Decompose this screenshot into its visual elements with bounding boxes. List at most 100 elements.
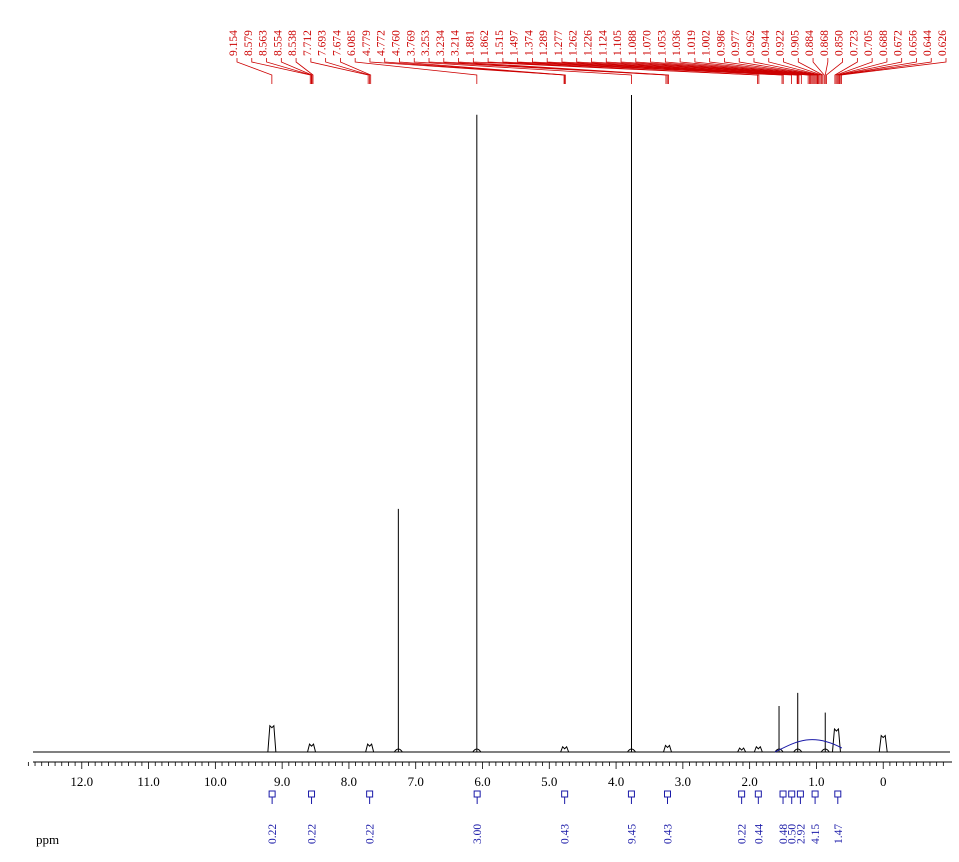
- integral-value: 4.15: [810, 824, 822, 844]
- spectrum-peak: [365, 743, 375, 753]
- peak-label: 0.850: [834, 30, 846, 56]
- peak-label-leader: [576, 58, 800, 84]
- spectrum-peak: [560, 745, 570, 753]
- x-axis-tick-label: 12.0: [70, 774, 93, 789]
- spectrum-peak: [307, 743, 317, 753]
- integral-marker: [796, 790, 804, 798]
- peak-label-leader: [664, 58, 814, 84]
- peak-label: 1.515: [494, 30, 506, 56]
- x-axis-tick-label: 7.0: [408, 774, 424, 789]
- peak-label: 1.070: [642, 30, 654, 56]
- spectrum-peak-base: [393, 748, 403, 753]
- peak-label: 8.554: [272, 30, 284, 56]
- integral-value: 0.48: [778, 824, 790, 844]
- integral-marker: [308, 790, 316, 798]
- spectrum-peak-base: [627, 748, 636, 753]
- peak-label-leader: [824, 58, 829, 84]
- peak-label: 8.538: [287, 30, 299, 56]
- x-axis-tick-label: 9.0: [274, 774, 290, 789]
- peak-label-leader: [266, 58, 312, 84]
- peak-label: 0.723: [848, 30, 860, 56]
- x-axis-tick-label: 2.0: [742, 774, 758, 789]
- peak-label-leader: [369, 58, 565, 84]
- peak-label: 1.019: [686, 30, 698, 56]
- spectrum-peak: [753, 745, 763, 753]
- integral-marker: [811, 790, 819, 798]
- x-axis-tick-label: 3.0: [675, 774, 691, 789]
- peak-label-leader: [399, 58, 566, 84]
- spectrum-peak: [737, 747, 747, 753]
- integral-value: 0.44: [753, 824, 765, 844]
- peak-label: 4.779: [361, 30, 373, 56]
- peak-label-leader: [738, 58, 819, 84]
- peak-label-leader: [236, 58, 273, 84]
- peak-label-leader: [635, 58, 811, 84]
- peak-label: 0.922: [775, 30, 787, 56]
- peak-label: 3.234: [435, 30, 447, 56]
- integral-marker: [473, 790, 481, 798]
- peak-label: 7.693: [317, 30, 329, 56]
- x-axis-tick-label: 5.0: [541, 774, 557, 789]
- peak-label-leader: [546, 58, 798, 84]
- spectrum-peak-base: [793, 748, 803, 753]
- peak-label-leader: [834, 58, 858, 84]
- peak-label-leader: [724, 58, 818, 84]
- integral-curve: [774, 739, 843, 753]
- x-axis-tick-label: 11.0: [137, 774, 159, 789]
- peak-label: 3.769: [405, 30, 417, 56]
- peak-label-leader: [295, 58, 314, 84]
- peak-label-leader: [413, 58, 632, 84]
- peak-label-leader: [325, 58, 370, 84]
- integral-value: 9.45: [626, 824, 638, 844]
- peak-label: 0.868: [819, 30, 831, 56]
- peak-label-leader: [339, 58, 372, 84]
- peak-label: 1.881: [464, 30, 476, 56]
- peak-label-leader: [605, 58, 809, 84]
- peak-label: 7.674: [331, 30, 343, 56]
- peak-label: 1.374: [523, 30, 535, 56]
- integral-marker: [268, 790, 276, 798]
- peak-label-leader: [783, 58, 823, 84]
- peak-label: 0.705: [863, 30, 875, 56]
- peak-label-leader: [768, 58, 821, 84]
- peak-label: 0.905: [789, 30, 801, 56]
- peak-label: 9.154: [228, 30, 240, 56]
- integral-value: 0.22: [737, 824, 749, 844]
- peak-label: 1.497: [509, 30, 521, 56]
- integral-marker: [788, 790, 796, 798]
- peak-label: 8.563: [258, 30, 270, 56]
- peak-label-leader: [679, 58, 815, 84]
- peak-label-leader: [650, 58, 813, 84]
- peak-label: 6.085: [346, 30, 358, 56]
- peak-label: 1.053: [656, 30, 668, 56]
- spectrum-peak: [878, 734, 888, 753]
- peak-label-leader: [310, 58, 369, 84]
- peak-label: 0.944: [760, 30, 772, 56]
- integral-value: 0.43: [560, 824, 572, 844]
- peak-label-leader: [561, 58, 799, 84]
- spectrum-peak: [663, 744, 672, 753]
- peak-label: 1.277: [553, 30, 565, 56]
- peak-label: 0.884: [804, 30, 816, 56]
- peak-label-leader: [837, 58, 903, 84]
- peak-label: 0.656: [907, 30, 919, 56]
- peak-label-leader: [443, 58, 668, 84]
- peak-label-leader: [428, 58, 667, 84]
- integral-marker: [663, 790, 671, 798]
- peak-label-leader: [591, 58, 802, 84]
- x-axis-tick-label: 8.0: [341, 774, 357, 789]
- x-axis-tick-label: 10.0: [204, 774, 227, 789]
- peak-label: 1.088: [627, 30, 639, 56]
- peak-label: 4.772: [376, 30, 388, 56]
- peak-label-leader: [812, 58, 825, 84]
- peak-label: 7.712: [302, 30, 314, 56]
- x-axis-tick-label: 6.0: [474, 774, 490, 789]
- integral-marker: [561, 790, 569, 798]
- integral-value: 3.00: [472, 824, 484, 844]
- integral-value: 0.22: [267, 824, 279, 844]
- peak-label-leader: [841, 58, 947, 84]
- peak-label-leader: [694, 58, 816, 84]
- integral-value: 2.92: [795, 824, 807, 844]
- peak-label-leader: [532, 58, 792, 84]
- spectrum-peak-base: [820, 748, 830, 753]
